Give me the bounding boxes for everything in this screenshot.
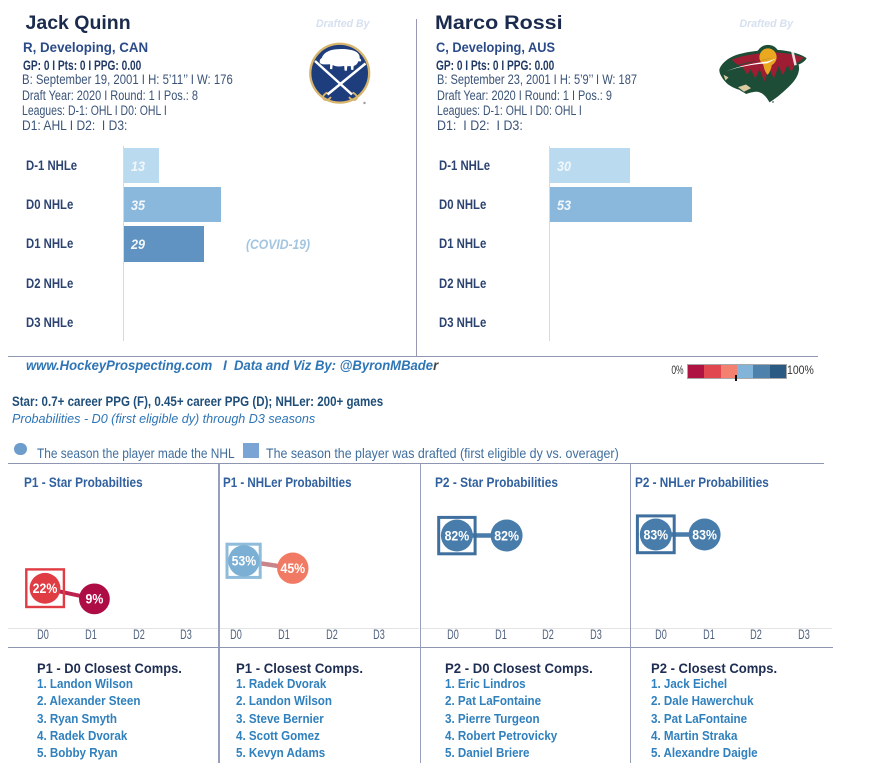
svg-text:9%: 9%: [85, 591, 103, 607]
svg-text:82%: 82%: [445, 528, 470, 544]
svg-text:53%: 53%: [232, 553, 257, 569]
svg-text:82%: 82%: [494, 528, 519, 544]
svg-text:83%: 83%: [643, 527, 668, 543]
svg-text:45%: 45%: [280, 561, 305, 577]
svg-text:83%: 83%: [692, 527, 717, 543]
svg-text:22%: 22%: [33, 581, 58, 597]
